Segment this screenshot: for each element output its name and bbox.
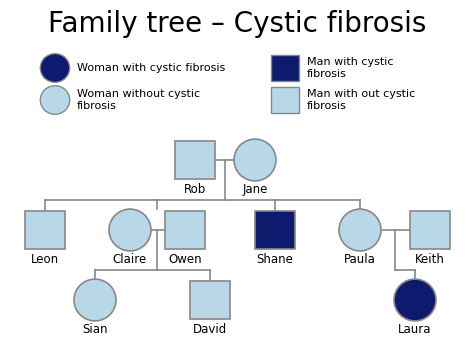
Ellipse shape <box>109 209 151 251</box>
FancyBboxPatch shape <box>165 211 205 249</box>
FancyBboxPatch shape <box>410 211 450 249</box>
FancyBboxPatch shape <box>271 55 299 81</box>
Text: Paula: Paula <box>344 253 376 266</box>
Text: David: David <box>193 323 227 336</box>
Ellipse shape <box>40 86 70 114</box>
Text: Family tree – Cystic fibrosis: Family tree – Cystic fibrosis <box>48 10 426 38</box>
Ellipse shape <box>394 279 436 321</box>
Text: Man with cystic
fibrosis: Man with cystic fibrosis <box>307 57 393 79</box>
Text: Claire: Claire <box>113 253 147 266</box>
Text: Man with out cystic
fibrosis: Man with out cystic fibrosis <box>307 89 415 111</box>
Ellipse shape <box>339 209 381 251</box>
Text: Rob: Rob <box>184 183 206 196</box>
Text: Keith: Keith <box>415 253 445 266</box>
FancyBboxPatch shape <box>271 87 299 113</box>
FancyBboxPatch shape <box>255 211 295 249</box>
Text: Shane: Shane <box>256 253 293 266</box>
FancyBboxPatch shape <box>175 141 215 179</box>
Text: Laura: Laura <box>398 323 432 336</box>
Text: Jane: Jane <box>242 183 268 196</box>
Text: Woman with cystic fibrosis: Woman with cystic fibrosis <box>77 63 225 73</box>
Text: Woman without cystic
fibrosis: Woman without cystic fibrosis <box>77 89 200 111</box>
Text: Leon: Leon <box>31 253 59 266</box>
Text: Owen: Owen <box>168 253 202 266</box>
Ellipse shape <box>234 139 276 181</box>
FancyBboxPatch shape <box>190 281 230 319</box>
Ellipse shape <box>74 279 116 321</box>
FancyBboxPatch shape <box>25 211 65 249</box>
Ellipse shape <box>40 54 70 82</box>
Text: Sian: Sian <box>82 323 108 336</box>
